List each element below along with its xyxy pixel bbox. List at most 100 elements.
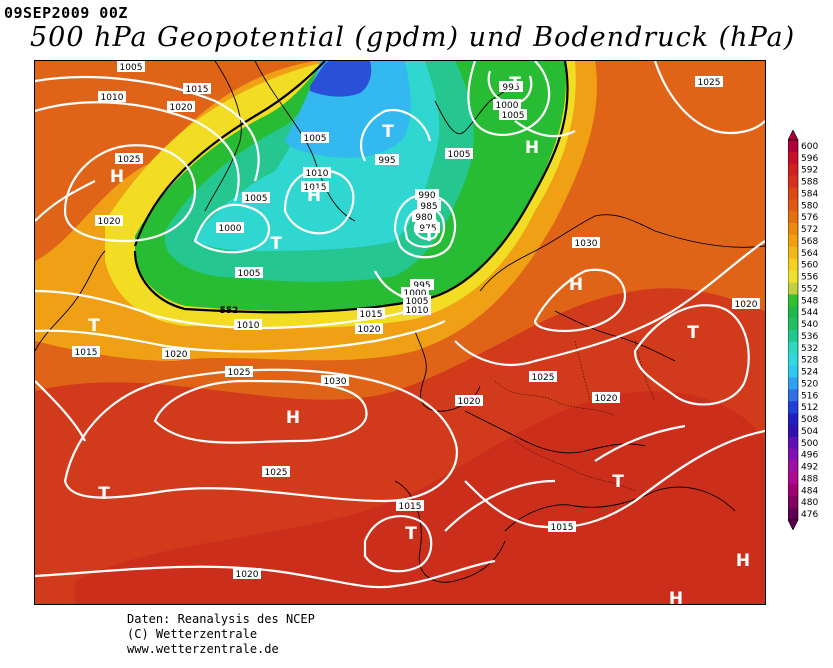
svg-text:990: 990 — [418, 191, 435, 201]
svg-text:1025: 1025 — [265, 468, 288, 478]
scale-tick-label: 484 — [801, 486, 818, 496]
label-1020-g: 1020 — [592, 392, 620, 404]
scale-swatch — [788, 448, 798, 461]
scale-swatch — [788, 140, 798, 153]
scale-swatch — [788, 389, 798, 402]
scale-swatch — [788, 436, 798, 450]
label-1015-c: 1015 — [357, 308, 385, 320]
scale-tick-label: 580 — [801, 201, 818, 211]
label-1015-b: 1015 — [301, 181, 329, 193]
svg-text:1010: 1010 — [406, 306, 429, 316]
scale-swatch — [788, 175, 798, 188]
label-995-c: 995 — [499, 81, 523, 93]
label-1015-e: 1015 — [396, 500, 424, 512]
low-marker: T — [270, 234, 282, 254]
scale-tick-label: 532 — [801, 344, 818, 354]
label-1020-b: 1020 — [95, 215, 123, 227]
label-1005-f: 1005 — [403, 295, 431, 307]
svg-text:1005: 1005 — [304, 134, 327, 144]
scale-swatch — [788, 187, 798, 200]
svg-text:1020: 1020 — [165, 350, 188, 360]
low-marker: T — [423, 226, 435, 246]
date-label: 09SEP2009 00Z — [4, 4, 128, 22]
svg-text:1015: 1015 — [551, 523, 574, 533]
scale-tick-label: 528 — [801, 356, 818, 366]
high-marker: H — [525, 138, 539, 158]
svg-text:1030: 1030 — [324, 377, 347, 387]
low-marker: T — [405, 524, 417, 544]
label-1025-c: 1025 — [529, 371, 557, 383]
label-1005-a: 1005 — [117, 61, 145, 73]
scale-tick-label: 572 — [801, 225, 818, 235]
label-1025-b: 1025 — [225, 366, 253, 378]
label-1020-d: 1020 — [162, 348, 190, 360]
low-marker: T — [98, 484, 110, 504]
weather-map: 1005 1010 1015 1020 1025 1020 1000 1005 … — [34, 60, 766, 605]
scale-tick-label: 476 — [801, 510, 818, 520]
scale-tick-label: 516 — [801, 391, 818, 401]
svg-text:980: 980 — [415, 213, 432, 223]
svg-text:1010: 1010 — [237, 321, 260, 331]
label-1005-g: 1005 — [499, 109, 527, 121]
svg-text:995: 995 — [502, 83, 519, 93]
label-1030-a: 1030 — [321, 375, 349, 387]
svg-text:1025: 1025 — [698, 78, 721, 88]
svg-text:1005: 1005 — [406, 297, 429, 307]
label-1020-f: 1020 — [732, 298, 760, 310]
map-canvas: 1005 1010 1015 1020 1025 1020 1000 1005 … — [35, 61, 765, 604]
scale-tick-label: 524 — [801, 368, 818, 378]
scale-swatch — [788, 496, 798, 509]
scale-tick-label: 520 — [801, 379, 818, 389]
label-995-a: 995 — [375, 154, 399, 166]
label-1005-e: 1005 — [445, 148, 473, 160]
svg-text:1015: 1015 — [304, 183, 327, 193]
scale-swatch — [788, 413, 798, 426]
scale-swatch — [788, 425, 798, 438]
label-1025-e: 1025 — [695, 76, 723, 88]
color-scale-legend: 600 596 592 588 584 580 576 572 568 564 560 556 552 5… — [787, 129, 833, 531]
svg-text:1015: 1015 — [186, 85, 209, 95]
scale-swatch — [788, 508, 798, 521]
svg-text:1020: 1020 — [595, 394, 618, 404]
scale-swatch — [788, 330, 798, 343]
scale-tick-label: 504 — [801, 427, 818, 437]
svg-text:1005: 1005 — [120, 63, 143, 73]
pressure-systems: H H H H H H H H T T T T T T T T T — [88, 74, 750, 604]
label-1010-a: 1010 — [98, 91, 126, 103]
low-marker: T — [687, 323, 699, 343]
label-552: 552 — [220, 306, 239, 316]
scale-tick-label: 548 — [801, 296, 818, 306]
label-1020-a: 1020 — [167, 101, 195, 113]
label-1015-d: 1015 — [72, 346, 100, 358]
label-990: 990 — [415, 189, 439, 201]
scale-arrow-top — [787, 129, 799, 141]
svg-text:995: 995 — [413, 281, 430, 291]
label-1005-c: 1005 — [301, 132, 329, 144]
label-1015-f: 1015 — [548, 521, 576, 533]
scale-tick-label: 576 — [801, 213, 818, 223]
label-1005-h: 1005 — [496, 111, 524, 123]
geopotential-field-592 — [75, 391, 765, 604]
svg-text:1020: 1020 — [735, 300, 758, 310]
high-marker: H — [286, 408, 300, 428]
svg-text:1020: 1020 — [236, 570, 259, 580]
high-marker: H — [669, 589, 683, 604]
scale-swatch — [788, 294, 798, 307]
label-1025-d: 1025 — [262, 466, 290, 478]
scale-swatch — [788, 353, 798, 366]
scale-swatch — [788, 199, 798, 212]
credits-data-source: Daten: Reanalysis des NCEP — [127, 612, 315, 626]
scale-swatch — [788, 318, 798, 331]
label-1010-c: 1010 — [403, 304, 431, 316]
label-1020-e: 1020 — [455, 395, 483, 407]
svg-text:1005: 1005 — [245, 194, 268, 204]
svg-text:1015: 1015 — [360, 310, 383, 320]
label-1000-c: 1000 — [493, 99, 521, 111]
label-1005-d: 1005 — [235, 267, 263, 279]
scale-tick-label: 556 — [801, 273, 818, 283]
chart-title: 500 hPa Geopotential (gpdm) und Bodendru… — [30, 22, 796, 53]
svg-text:1000: 1000 — [404, 289, 427, 299]
svg-text:1010: 1010 — [101, 93, 124, 103]
low-marker: T — [509, 74, 521, 94]
